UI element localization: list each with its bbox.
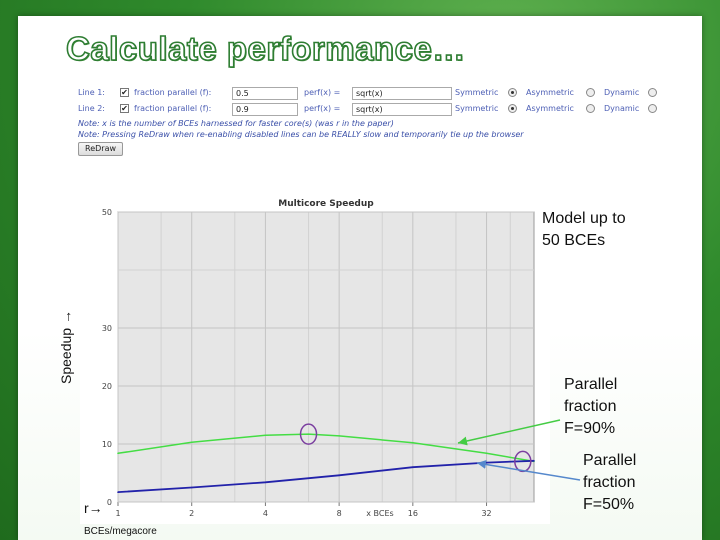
y-tick-label-2: 20: [102, 382, 112, 391]
x-tick-label-3: 8: [337, 509, 342, 518]
r-axis-label: r→: [84, 500, 103, 516]
line-2-f-label: fraction parallel (f):: [134, 104, 212, 113]
line-1-label: Line 1:: [78, 88, 105, 97]
speedup-axis-label: Speedup →: [58, 310, 74, 384]
line-1-f-input[interactable]: 0.5: [232, 87, 298, 100]
line-1-asymmetric-label: Asymmetric: [526, 88, 574, 97]
line-2-f-input[interactable]: 0.9: [232, 103, 298, 116]
line-2-asymmetric-radio[interactable]: [586, 104, 595, 113]
series-0-point-3: [307, 433, 310, 435]
f90-note-line-2: fraction: [564, 398, 617, 415]
slide-title: Calculate performance…: [65, 29, 466, 68]
model-note: Model up to 50 BCEs: [542, 208, 626, 252]
line-1-symmetric-radio[interactable]: [508, 88, 517, 97]
y-tick-label-1: 10: [102, 440, 112, 449]
highlight-circle-0: [299, 423, 318, 445]
line-2-dynamic-label: Dynamic: [604, 104, 640, 113]
y-tick-label-4: 50: [102, 208, 112, 217]
line-1-perf-input[interactable]: sqrt(x): [352, 87, 452, 100]
line-2-row: Line 2: ✔ fraction parallel (f): 0.9 per…: [78, 102, 668, 118]
speedup-chart-svg: Multicore Speedup 1 2 4 8 16 32 x BCEs 0 10 20 30 50: [80, 194, 550, 524]
note-redraw: Note: Pressing ReDraw when re-enabling d…: [78, 130, 524, 139]
f50-note-line-1: Parallel: [583, 452, 637, 469]
series-1-point-1: [190, 486, 193, 489]
x-axis-title: x BCEs: [366, 509, 393, 518]
line-2-perf-input[interactable]: sqrt(x): [352, 103, 452, 116]
y-tick-label-3: 30: [102, 324, 112, 333]
line-1-symmetric-label: Symmetric: [455, 88, 499, 97]
series-1-point-3: [338, 474, 340, 477]
series-0-point-1: [190, 441, 193, 444]
model-note-line-1: Model up to: [542, 210, 626, 227]
line-1-f-label: fraction parallel (f):: [134, 88, 212, 97]
x-tick-label-5: 32: [481, 509, 491, 518]
line-2-symmetric-radio[interactable]: [508, 104, 517, 113]
speedup-chart: Multicore Speedup 1 2 4 8 16 32 x BCEs 0 10 20 30 50: [80, 194, 550, 524]
x-tick-label-2: 4: [263, 509, 268, 518]
series-0-point-4: [338, 435, 340, 437]
f90-note: Parallel fraction F=90%: [564, 374, 617, 440]
line-1-checkbox[interactable]: ✔: [120, 88, 129, 97]
f90-note-line-1: Parallel: [564, 376, 618, 393]
series-0-point-2: [264, 434, 267, 437]
line-1-dynamic-label: Dynamic: [604, 88, 640, 97]
line-2-perf-label: perf(x) =: [304, 104, 341, 113]
series-0-point-0: [117, 452, 119, 455]
line-1-dynamic-radio[interactable]: [648, 88, 657, 97]
line-2-dynamic-radio[interactable]: [648, 104, 657, 113]
plot-area: [117, 211, 535, 503]
model-form: Line 1: ✔ fraction parallel (f): 0.5 per…: [78, 86, 668, 156]
redraw-button[interactable]: ReDraw: [78, 142, 124, 156]
series-0-point-6: [485, 452, 488, 455]
series-1-point-0: [117, 491, 119, 493]
bce-per-megacore-label: BCEs/megacore: [84, 526, 157, 537]
series-1-point-2: [264, 481, 267, 484]
f50-note: Parallel fraction F=50%: [583, 450, 636, 516]
series-1-point-5: [485, 461, 488, 464]
series-1-point-4: [412, 466, 414, 469]
f50-note-line-2: fraction: [583, 474, 636, 491]
x-tick-label-1: 2: [189, 509, 194, 518]
line-1-asymmetric-radio[interactable]: [586, 88, 595, 97]
note-bce: Note: x is the number of BCEs harnessed …: [78, 119, 394, 128]
line-2-asymmetric-label: Asymmetric: [526, 104, 574, 113]
line-2-label: Line 2:: [78, 104, 105, 113]
line-1-row: Line 1: ✔ fraction parallel (f): 0.5 per…: [78, 86, 668, 102]
series-1-point-6: [533, 460, 535, 462]
line-2-symmetric-label: Symmetric: [455, 104, 499, 113]
model-note-line-2: 50 BCEs: [542, 232, 606, 249]
series-line-0: [117, 433, 535, 463]
line-2-checkbox[interactable]: ✔: [120, 104, 129, 113]
series-0-point-5: [412, 442, 414, 444]
y-tick-label-0: 0: [107, 498, 112, 507]
f50-note-line-3: F=50%: [583, 496, 635, 513]
f90-note-line-3: F=90%: [564, 420, 616, 437]
line-1-perf-label: perf(x) =: [304, 88, 341, 97]
chart-title: Multicore Speedup: [278, 199, 374, 209]
x-tick-label-0: 1: [115, 509, 120, 518]
x-tick-label-4: 16: [408, 509, 418, 518]
